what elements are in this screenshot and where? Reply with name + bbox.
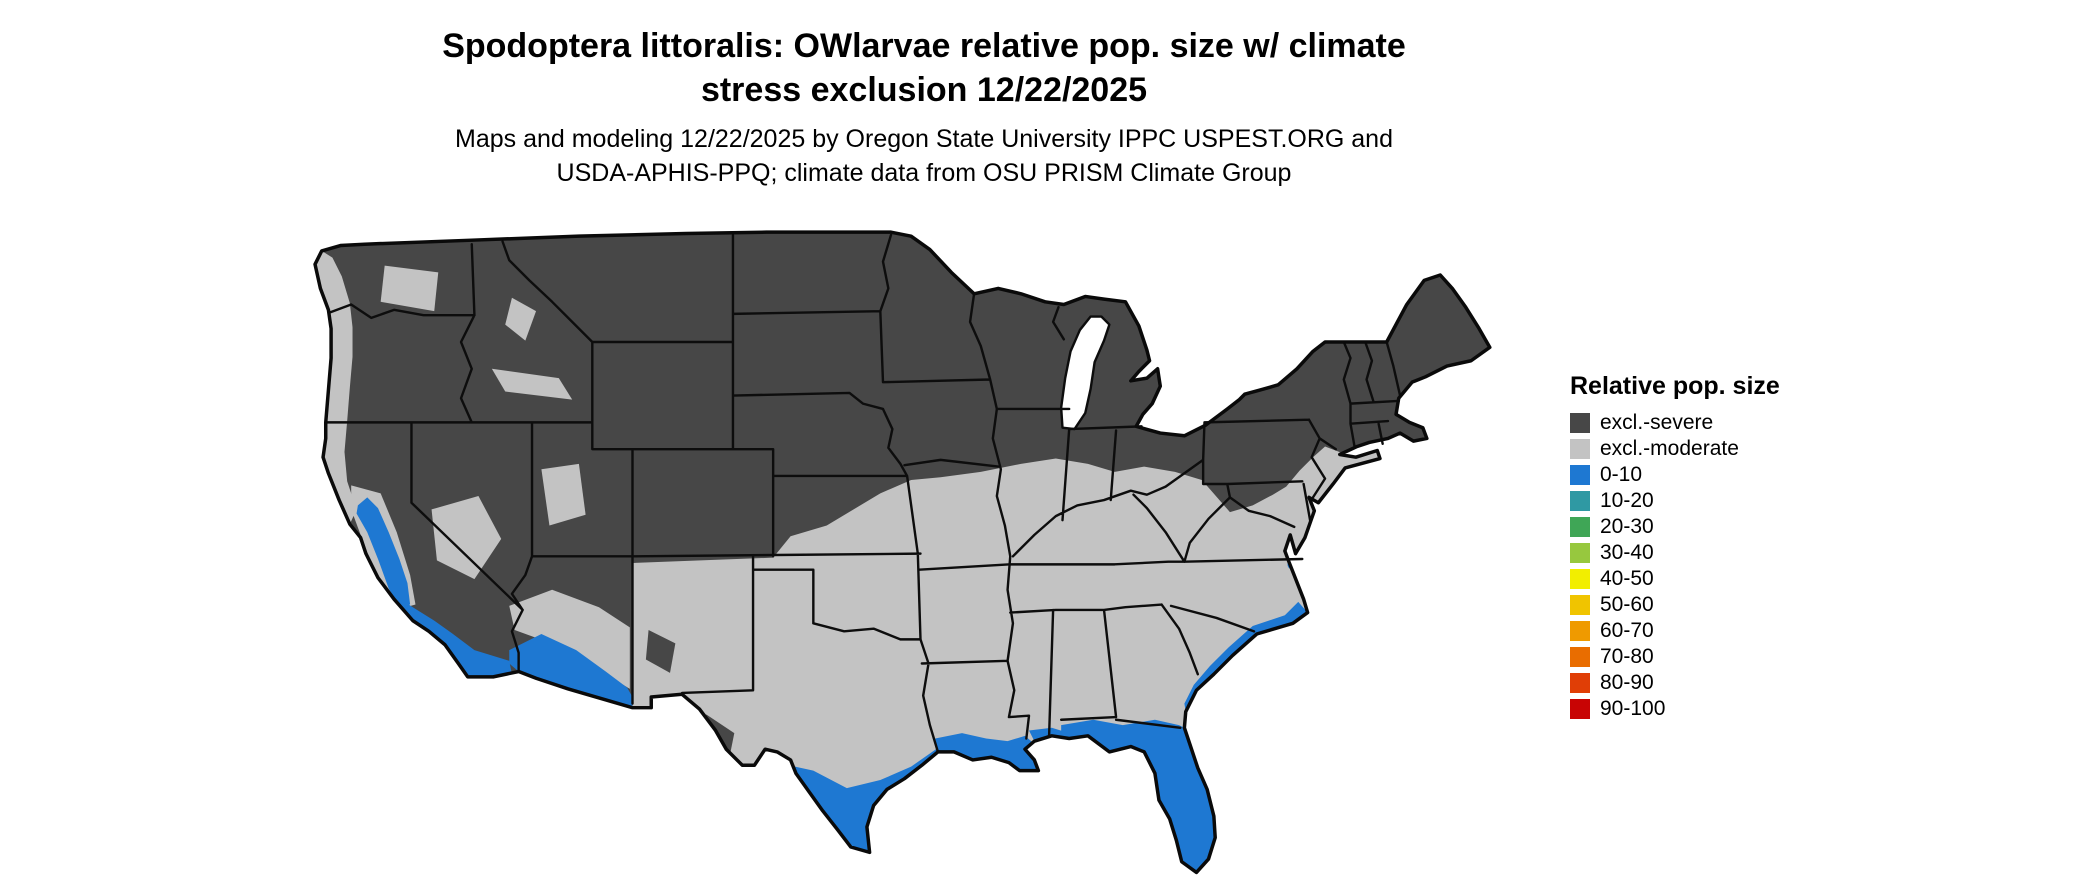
legend-swatch — [1570, 465, 1590, 485]
moderate-snake-plain — [491, 368, 573, 400]
moderate-arizona-band — [509, 589, 630, 689]
page-subtitle: Maps and modeling 12/22/2025 by Oregon S… — [224, 122, 1624, 190]
severe-newmexico-patch — [645, 629, 676, 673]
moderate-columbia-basin — [380, 265, 439, 312]
legend-item-label: excl.-severe — [1600, 411, 1714, 434]
legend-swatch — [1570, 569, 1590, 589]
title-line-2: stress exclusion 12/22/2025 — [700, 71, 1148, 109]
legend-item-label: 90-100 — [1600, 697, 1666, 720]
moderate-montana-valleys — [505, 297, 537, 341]
legend-item-label: 30-40 — [1600, 541, 1654, 564]
legend-item-label: 60-70 — [1600, 619, 1654, 642]
legend-items: excl.-severe excl.-moderate 0-10 10-20 20-30… — [1570, 411, 1870, 720]
legend-item: 30-40 — [1570, 541, 1870, 564]
legend-swatch — [1570, 647, 1590, 667]
legend-item: 70-80 — [1570, 645, 1870, 668]
blue-florida — [1061, 719, 1216, 873]
legend-item: 90-100 — [1570, 697, 1870, 720]
legend-swatch — [1570, 621, 1590, 641]
legend-item: 0-10 — [1570, 463, 1870, 486]
legend-swatch — [1570, 517, 1590, 537]
blue-california-central-valley — [356, 497, 411, 608]
legend-title: Relative pop. size — [1570, 372, 1780, 400]
legend-item-label: 50-60 — [1600, 593, 1654, 616]
legend-swatch — [1570, 699, 1590, 719]
legend: Relative pop. size excl.-severe excl.-mod… — [1570, 372, 1870, 719]
legend-item-label: excl.-moderate — [1600, 437, 1739, 460]
legend-swatch — [1570, 439, 1590, 459]
legend-item: 40-50 — [1570, 567, 1870, 590]
legend-swatch — [1570, 543, 1590, 563]
legend-item-label: 70-80 — [1600, 645, 1654, 668]
subtitle-line-2: USDA-APHIS-PPQ; climate data from OSU PR… — [556, 159, 1292, 187]
legend-swatch — [1570, 491, 1590, 511]
legend-item: 20-30 — [1570, 515, 1870, 538]
blue-south-texas — [782, 747, 938, 853]
legend-item: excl.-moderate — [1570, 437, 1870, 460]
blue-louisiana-coast — [935, 733, 1039, 771]
legend-item-label: 0-10 — [1600, 463, 1643, 486]
us-map-container — [311, 228, 1530, 890]
legend-swatch — [1570, 595, 1590, 615]
legend-item: 80-90 — [1570, 671, 1870, 694]
page-title: Spodoptera littoralis: OWlarvae relative… — [224, 24, 1624, 112]
legend-item-label: 40-50 — [1600, 567, 1654, 590]
legend-swatch — [1570, 673, 1590, 693]
legend-item-label: 10-20 — [1600, 489, 1654, 512]
legend-item-label: 80-90 — [1600, 671, 1654, 694]
moderate-nevada-patch — [431, 496, 502, 580]
legend-item: 10-20 — [1570, 489, 1870, 512]
blue-southern-california-coast — [388, 596, 512, 677]
blue-southern-arizona — [509, 634, 633, 708]
title-line-1: Spodoptera littoralis: OWlarvae relative… — [442, 27, 1406, 65]
legend-swatch — [1570, 413, 1590, 433]
legend-item-label: 20-30 — [1600, 515, 1654, 538]
subtitle-line-1: Maps and modeling 12/22/2025 by Oregon S… — [455, 125, 1393, 153]
us-map — [313, 230, 1492, 875]
legend-item: 50-60 — [1570, 593, 1870, 616]
legend-item: 60-70 — [1570, 619, 1870, 642]
legend-item: excl.-severe — [1570, 411, 1870, 434]
blue-atlantic-coast-sliver — [1184, 601, 1308, 712]
moderate-utah-patch — [541, 463, 586, 526]
moderate-pacific-coast-strip — [315, 250, 357, 525]
state-boundaries — [324, 233, 1402, 754]
